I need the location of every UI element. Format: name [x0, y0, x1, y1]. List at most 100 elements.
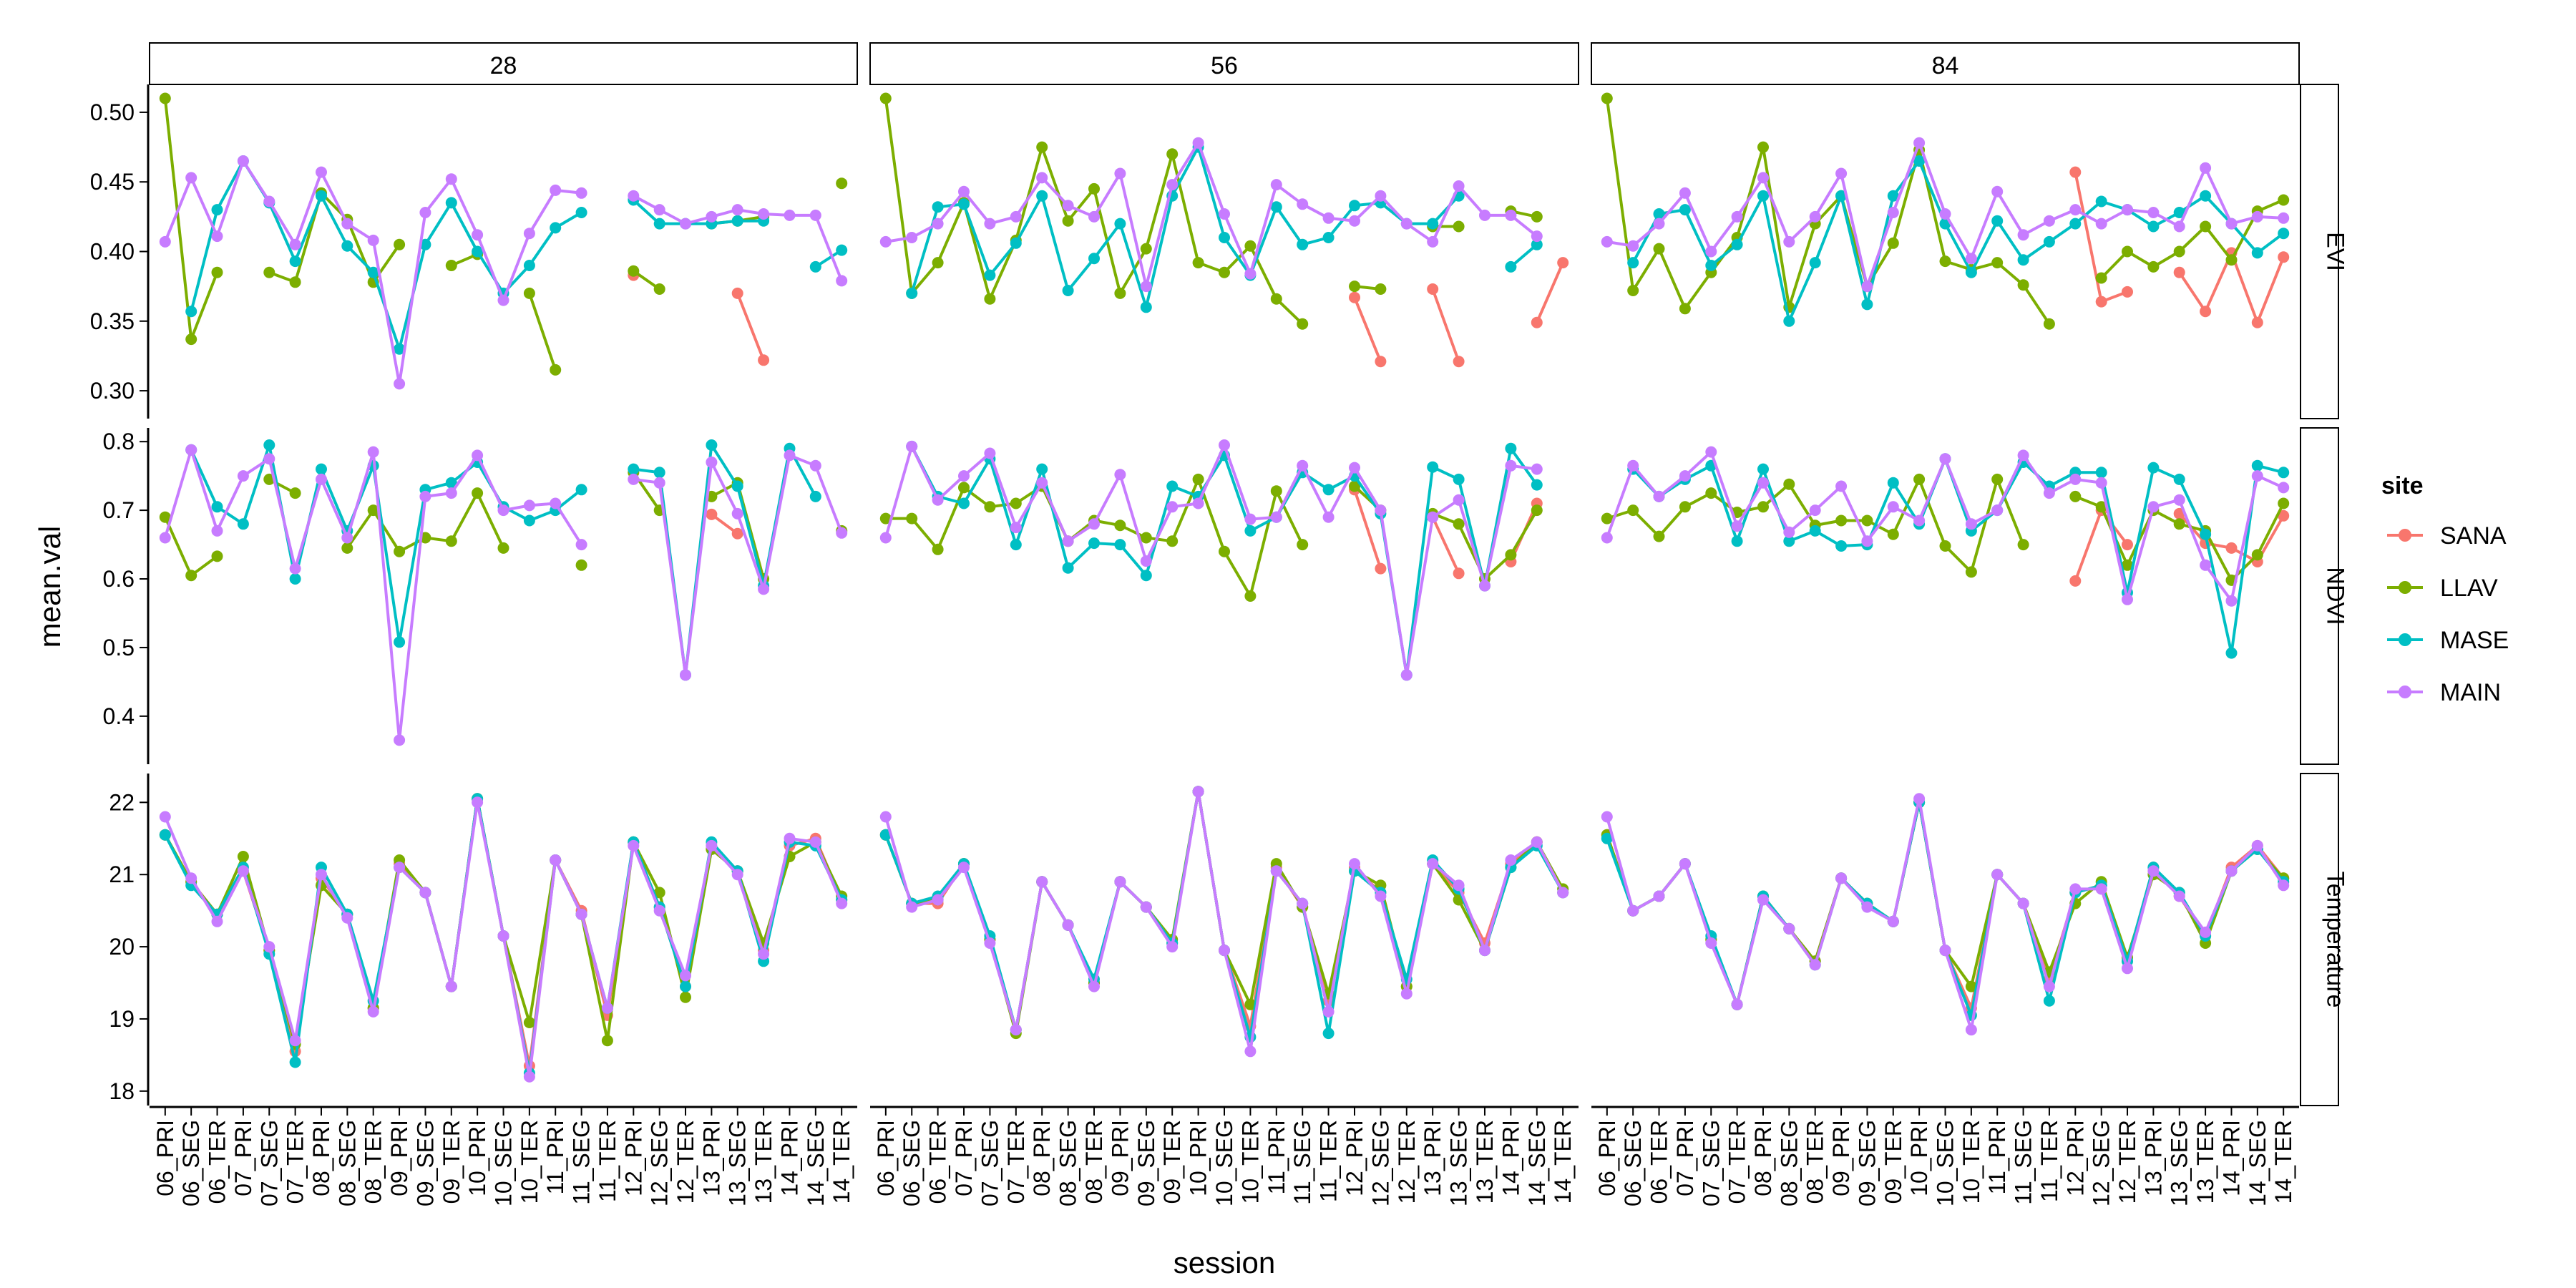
data-point-main: [2251, 470, 2263, 482]
data-point-main: [472, 796, 484, 809]
data-point-llav: [1679, 303, 1691, 315]
x-tick-label: 10_PRI: [1186, 1120, 1211, 1196]
data-point-mase: [2225, 647, 2238, 659]
data-point-llav: [472, 487, 484, 499]
data-point-llav: [958, 482, 970, 494]
data-point-mase: [1913, 155, 1926, 167]
data-point-main: [211, 230, 223, 243]
data-point-llav: [2017, 279, 2029, 291]
data-point-main: [758, 583, 770, 595]
data-point-sana: [2069, 575, 2082, 587]
x-tick-label: 12_SEG: [2089, 1120, 2114, 1206]
row-strip-label-temperature: Temperature: [2322, 872, 2349, 1008]
data-point-main: [1010, 210, 1022, 223]
data-point-llav: [1349, 280, 1360, 293]
y-tick-label-evi: 0.35: [90, 308, 135, 334]
data-point-main: [1991, 185, 2004, 197]
data-point-main: [1349, 215, 1360, 227]
y-axes: 0.30 0.35 0.40 0.45 0.50 0.4 0.5 0.6 0.7 0.8 18 19 2…: [90, 84, 150, 1106]
series-sana: [1349, 257, 1569, 368]
data-point-main: [2147, 207, 2160, 218]
x-tick-label: 11_SEG: [1289, 1120, 1315, 1205]
x-tick-label: 11_TER: [2036, 1120, 2062, 1202]
data-point-main: [1140, 901, 1152, 913]
x-tick-label: 09_TER: [1880, 1120, 1906, 1204]
data-point-main: [1010, 1024, 1022, 1036]
data-point-sana: [2122, 539, 2133, 551]
data-point-mase: [1965, 266, 1977, 278]
data-point-main: [1913, 514, 1926, 527]
legend-entry-main: MAIN: [2387, 679, 2501, 706]
data-point-llav: [836, 177, 848, 190]
row-strip-label-evi: EVI: [2322, 232, 2349, 271]
x-tick-label: 11_SEG: [2011, 1120, 2036, 1205]
data-point-mase: [1297, 238, 1309, 250]
data-point-main: [1679, 858, 1691, 870]
data-point-mase: [1505, 260, 1517, 273]
data-point-main: [575, 908, 587, 920]
column-strip-label-56: 56: [1211, 52, 1238, 79]
data-point-main: [1861, 901, 1873, 913]
data-point-llav: [159, 511, 171, 523]
x-tick-label: 07_SEG: [256, 1120, 282, 1206]
legend-key-point: [2399, 686, 2411, 698]
data-point-main: [601, 1002, 613, 1014]
data-point-main: [2095, 883, 2107, 895]
data-point-llav: [1757, 501, 1769, 513]
data-point-main: [237, 470, 249, 482]
series-main: [159, 796, 848, 1083]
x-tick-label: 06_TER: [1646, 1120, 1672, 1204]
data-point-main: [1088, 210, 1100, 223]
data-point-main: [2251, 839, 2263, 852]
panel-temperature-56: [879, 786, 1569, 1058]
y-tick-label-evi: 0.50: [90, 99, 135, 125]
panel-ndvi-84: [1601, 446, 2290, 659]
x-tick-label: 09_SEG: [1854, 1120, 1880, 1206]
x-tick-label: 12_SEG: [1367, 1120, 1393, 1206]
y-tick-label-evi: 0.40: [90, 239, 135, 265]
data-point-main: [185, 172, 197, 184]
x-tick-label: 09_PRI: [1107, 1120, 1133, 1196]
data-point-llav: [1653, 530, 1665, 542]
data-point-main: [2069, 473, 2082, 485]
x-tick-label: 07_PRI: [1672, 1120, 1698, 1196]
data-point-main: [2225, 218, 2238, 230]
data-point-mase: [1705, 260, 1717, 271]
x-tick-label: 11_PRI: [1264, 1120, 1289, 1194]
data-point-mase: [341, 240, 353, 252]
x-tick-label: 14_TER: [829, 1120, 854, 1204]
data-point-mase: [731, 480, 743, 492]
data-point-main: [1887, 501, 1899, 513]
data-point-main: [731, 507, 743, 519]
data-point-llav: [1166, 148, 1179, 160]
x-tick-label: 11_PRI: [1984, 1120, 2010, 1194]
data-point-main: [1114, 469, 1126, 481]
x-tick-label: 09_TER: [1159, 1120, 1185, 1204]
data-point-main: [1991, 504, 2004, 517]
data-point-sana: [2278, 509, 2290, 522]
data-point-sana: [1375, 356, 1387, 368]
data-point-main: [706, 210, 718, 223]
x-tick-label: 08_SEG: [1055, 1120, 1081, 1206]
data-point-main: [1427, 511, 1439, 523]
data-point-main: [341, 532, 353, 544]
x-tick-label: 08_TER: [1081, 1120, 1107, 1204]
data-point-llav: [1505, 549, 1517, 561]
data-point-main: [367, 234, 379, 246]
data-point-sana: [2095, 296, 2107, 308]
data-point-mase: [1322, 1028, 1335, 1040]
data-point-mase: [2200, 190, 2212, 202]
data-point-main: [211, 915, 223, 927]
x-tick-label: 12_PRI: [620, 1120, 646, 1196]
data-point-main: [2043, 487, 2055, 499]
x-axis-title: session: [1174, 1246, 1275, 1279]
data-point-sana: [1453, 356, 1465, 368]
data-point-main: [185, 872, 197, 884]
data-point-llav: [1297, 318, 1309, 330]
data-point-main: [2278, 212, 2290, 224]
data-point-main: [1192, 497, 1204, 509]
data-point-mase: [1601, 832, 1613, 844]
data-point-main: [1835, 167, 1848, 180]
data-point-mase: [1244, 525, 1257, 537]
x-tick-label: 11_PRI: [542, 1120, 568, 1194]
